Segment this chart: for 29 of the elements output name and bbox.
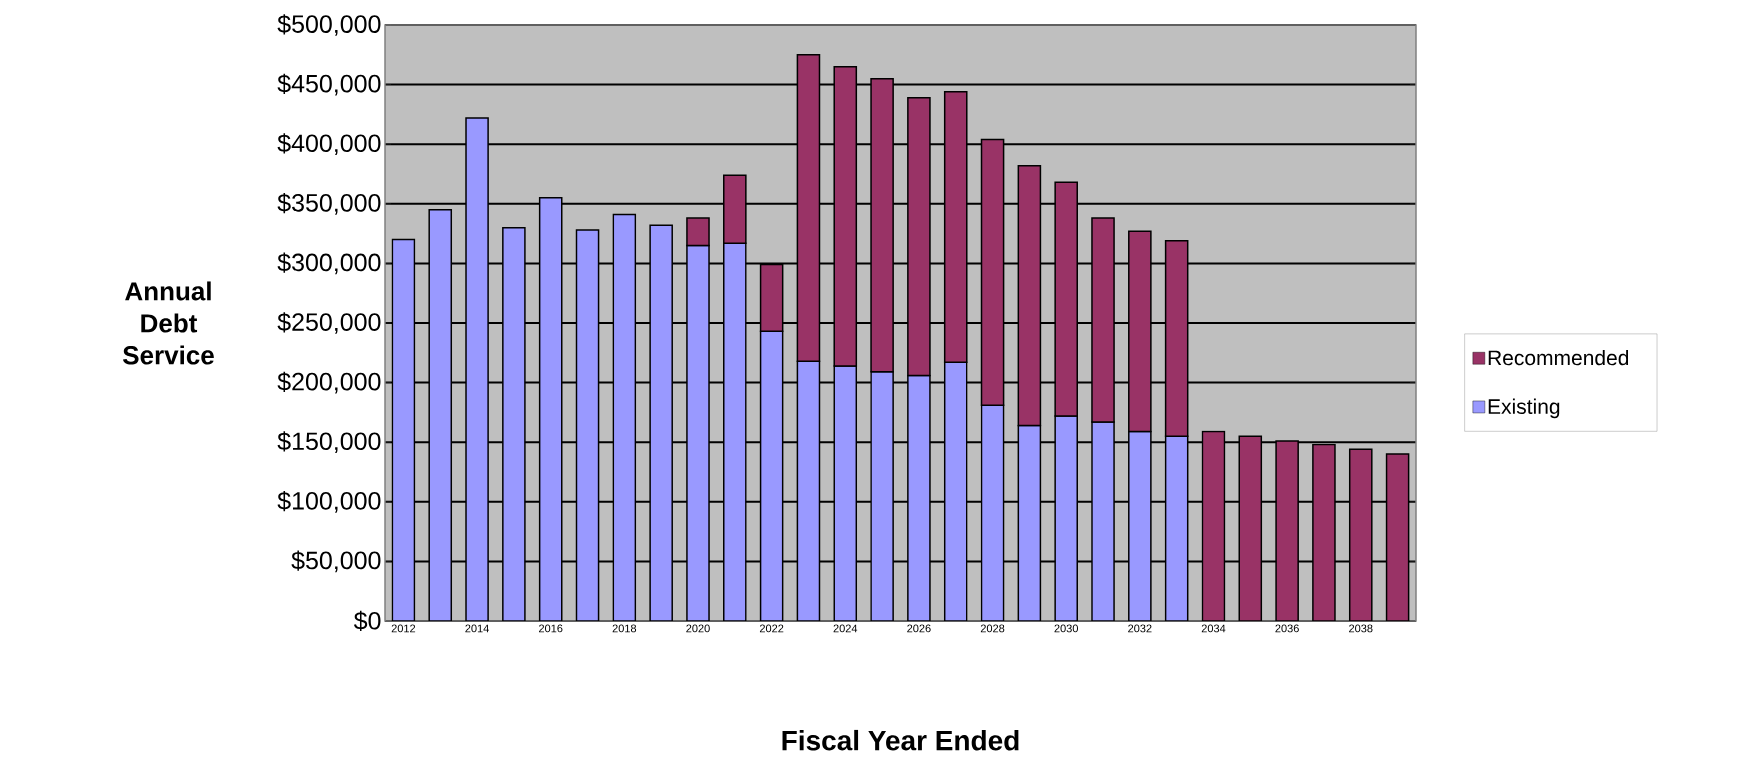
y-tick-label: $300,000 [277,252,381,275]
x-tick-label: 2018 [612,624,637,633]
x-tick-label: 2028 [980,624,1005,633]
y-tick-label: $100,000 [277,490,381,513]
x-tick-label: 2032 [1128,624,1152,633]
x-tick-label: 2020 [686,624,710,633]
y-axis-title: Annual Debt Service [122,281,214,365]
x-tick-label: 2026 [907,624,931,633]
legend-label: Recommended [1488,349,1629,366]
y-tick-label: $500,000 [277,14,381,36]
y-tick-label: $0 [353,610,381,632]
x-tick-label: 2012 [391,624,416,633]
y-tick-label: $50,000 [291,550,381,573]
y-tick-label: $400,000 [277,133,381,156]
x-tick-label: 2034 [1201,624,1226,633]
x-tick-label: 2038 [1349,624,1373,633]
y-tick-label: $450,000 [277,73,381,96]
y-tick-label: $350,000 [277,192,381,215]
x-tick-label: 2022 [759,624,784,633]
x-tick-label: 2016 [539,624,563,633]
x-tick-label: 2036 [1275,624,1299,633]
x-tick-label: 2014 [465,624,489,633]
x-tick-label: 2024 [833,624,858,633]
y-tick-label: $200,000 [277,371,381,394]
y-tick-label: $250,000 [277,312,381,334]
x-tick-label: 2030 [1054,624,1078,633]
legend-label: Existing [1488,398,1560,419]
y-tick-label: $150,000 [277,431,381,454]
x-axis-title: Fiscal Year Ended [782,729,1019,751]
